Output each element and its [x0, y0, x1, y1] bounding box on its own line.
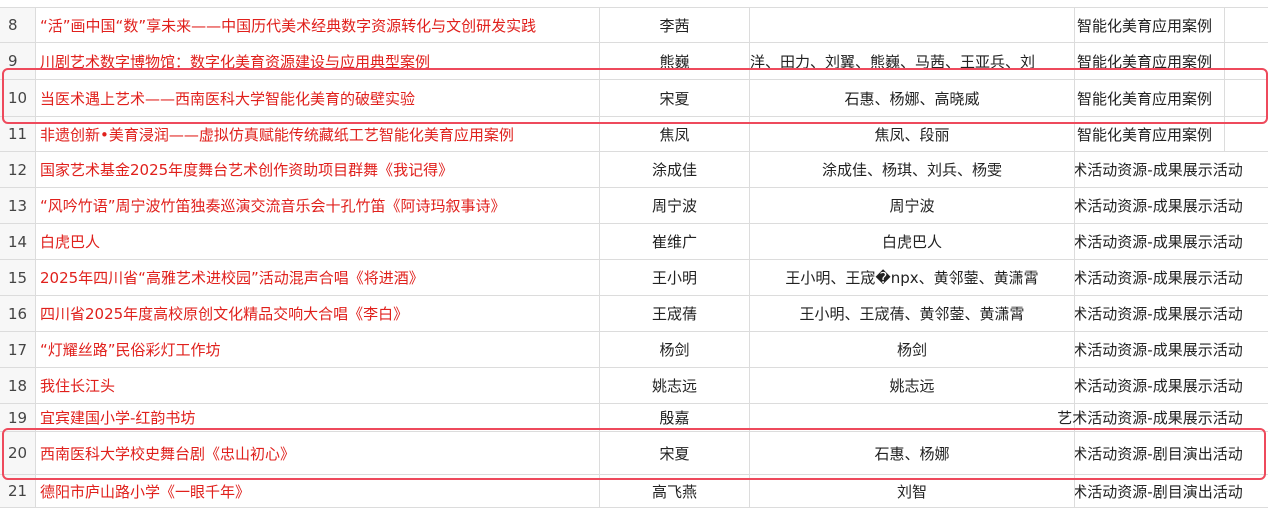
project-title: 德阳市庐山路小学《一眼千年》 — [36, 475, 600, 507]
project-title: 当医术遇上艺术——西南医科大学智能化美育的破壁实验 — [36, 80, 600, 116]
category: 艺术活动资源-成果展示活动 — [1057, 161, 1243, 179]
highlight-box — [2, 428, 1266, 480]
project-title: 宜宾建国小学-红韵书坊 — [36, 404, 600, 431]
category: 艺术活动资源-剧目演出活动 — [1057, 444, 1243, 463]
leader: 宋夏 — [600, 432, 750, 474]
category: 智能化美育应用案例 — [1075, 8, 1225, 42]
table-row: 8 “活”画中国“数”享未来——中国历代美术经典数字资源转化与文创研发实践 李茜 智能… — [0, 8, 1268, 43]
category: 智能化美育应用案例 — [1075, 117, 1225, 151]
category: 艺术活动资源-成果展示活动 — [1057, 233, 1243, 251]
members: 洋、田力、刘翼、熊巍、马茜、王亚兵、刘 — [750, 43, 1075, 79]
members: 姚志远 — [750, 368, 1075, 403]
row-number: 10 — [0, 80, 36, 116]
category: 艺术活动资源-成果展示活动 — [1057, 197, 1243, 215]
members: 白虎巴人 — [750, 224, 1075, 259]
leader: 杨剑 — [600, 332, 750, 367]
category: 艺术活动资源-成果展示活动 — [1057, 269, 1243, 287]
row-number: 16 — [0, 296, 36, 331]
project-title: 国家艺术基金2025年度舞台艺术创作资助项目群舞《我记得》 — [36, 152, 600, 187]
category: 艺术活动资源-成果展示活动 — [1057, 341, 1243, 359]
members: 王小明、王宬蒨、黄邻蓥、黄潇霄 — [750, 296, 1075, 331]
row-number: 8 — [0, 8, 36, 42]
table-row: 10 当医术遇上艺术——西南医科大学智能化美育的破壁实验 宋夏 石惠、杨娜、高晓威 智能… — [0, 80, 1268, 117]
table-row: 16 四川省2025年度高校原创文化精品交响大合唱《李白》 王宬蒨 王小明、王宬蒨、黄… — [0, 296, 1268, 332]
table-row: 13 “风吟竹语”周宁波竹笛独奏巡演交流音乐会十孔竹笛《阿诗玛叙事诗》 周宁波 周宁波… — [0, 188, 1268, 224]
members: 涂成佳、杨琪、刘兵、杨雯 — [750, 152, 1075, 187]
category: 艺术活动资源-成果展示活动 — [1057, 409, 1243, 427]
project-title: “活”画中国“数”享未来——中国历代美术经典数字资源转化与文创研发实践 — [36, 8, 600, 42]
leader: 焦凤 — [600, 117, 750, 151]
members — [750, 8, 1075, 42]
row-number: 17 — [0, 332, 36, 367]
row-number: 15 — [0, 260, 36, 295]
table-row: 18 我住长江头 姚志远 姚志远 艺术活动资源-成果展示活动 — [0, 368, 1268, 404]
leader: 崔维广 — [600, 224, 750, 259]
leader: 熊巍 — [600, 43, 750, 79]
category: 艺术活动资源-成果展示活动 — [1057, 305, 1243, 323]
row-number: 12 — [0, 152, 36, 187]
row-number: 19 — [0, 404, 36, 431]
members — [750, 404, 1075, 431]
leader: 殷嘉 — [600, 404, 750, 431]
row-number: 14 — [0, 224, 36, 259]
members: 刘智 — [750, 475, 1075, 507]
row-number: 20 — [0, 432, 36, 474]
leader: 李茜 — [600, 8, 750, 42]
table-row: 14 白虎巴人 崔维广 白虎巴人 艺术活动资源-成果展示活动 — [0, 224, 1268, 260]
project-title: 我住长江头 — [36, 368, 600, 403]
leader: 姚志远 — [600, 368, 750, 403]
partial-row — [0, 0, 1268, 8]
members: 石惠、杨娜、高晓威 — [750, 80, 1075, 116]
table-row: 17 “灯耀丝路”民俗彩灯工作坊 杨剑 杨剑 艺术活动资源-成果展示活动 — [0, 332, 1268, 368]
project-title: “风吟竹语”周宁波竹笛独奏巡演交流音乐会十孔竹笛《阿诗玛叙事诗》 — [36, 188, 600, 223]
category: 艺术活动资源-剧目演出活动 — [1057, 482, 1243, 501]
leader: 宋夏 — [600, 80, 750, 116]
category: 智能化美育应用案例 — [1075, 80, 1225, 116]
project-title: 川剧艺术数字博物馆：数字化美育资源建设与应用典型案例 — [36, 43, 600, 79]
leader: 王宬蒨 — [600, 296, 750, 331]
table-row: 9 川剧艺术数字博物馆：数字化美育资源建设与应用典型案例 熊巍 洋、田力、刘翼、熊巍、… — [0, 43, 1268, 80]
project-title: 非遗创新•美育浸润——虚拟仿真赋能传统藏纸工艺智能化美育应用案例 — [36, 117, 600, 151]
row-number: 13 — [0, 188, 36, 223]
leader: 周宁波 — [600, 188, 750, 223]
project-title: 白虎巴人 — [36, 224, 600, 259]
project-title: 西南医科大学校史舞台剧《忠山初心》 — [36, 432, 600, 474]
partial-row — [0, 508, 1268, 517]
leader: 高飞燕 — [600, 475, 750, 507]
project-title: “灯耀丝路”民俗彩灯工作坊 — [36, 332, 600, 367]
members: 石惠、杨娜 — [750, 432, 1075, 474]
row-number: 18 — [0, 368, 36, 403]
table-row: 19 宜宾建国小学-红韵书坊 殷嘉 艺术活动资源-成果展示活动 — [0, 404, 1268, 432]
table-row: 12 国家艺术基金2025年度舞台艺术创作资助项目群舞《我记得》 涂成佳 涂成佳、杨琪… — [0, 152, 1268, 188]
table-row: 20 西南医科大学校史舞台剧《忠山初心》 宋夏 石惠、杨娜 艺术活动资源-剧目演出活动 — [0, 432, 1268, 475]
members: 杨剑 — [750, 332, 1075, 367]
category: 智能化美育应用案例 — [1075, 43, 1225, 79]
members: 王小明、王宬�npx、黄邻蓥、黄潇霄 — [750, 260, 1075, 295]
category: 艺术活动资源-成果展示活动 — [1057, 377, 1243, 395]
table-row: 15 2025年四川省“高雅艺术进校园”活动混声合唱《将进酒》 王小明 王小明、王宬�… — [0, 260, 1268, 296]
leader: 王小明 — [600, 260, 750, 295]
row-number: 21 — [0, 475, 36, 507]
leader: 涂成佳 — [600, 152, 750, 187]
members: 周宁波 — [750, 188, 1075, 223]
project-title: 2025年四川省“高雅艺术进校园”活动混声合唱《将进酒》 — [36, 260, 600, 295]
project-title: 四川省2025年度高校原创文化精品交响大合唱《李白》 — [36, 296, 600, 331]
table-row: 21 德阳市庐山路小学《一眼千年》 高飞燕 刘智 艺术活动资源-剧目演出活动 — [0, 475, 1268, 508]
highlight-box — [2, 68, 1268, 124]
